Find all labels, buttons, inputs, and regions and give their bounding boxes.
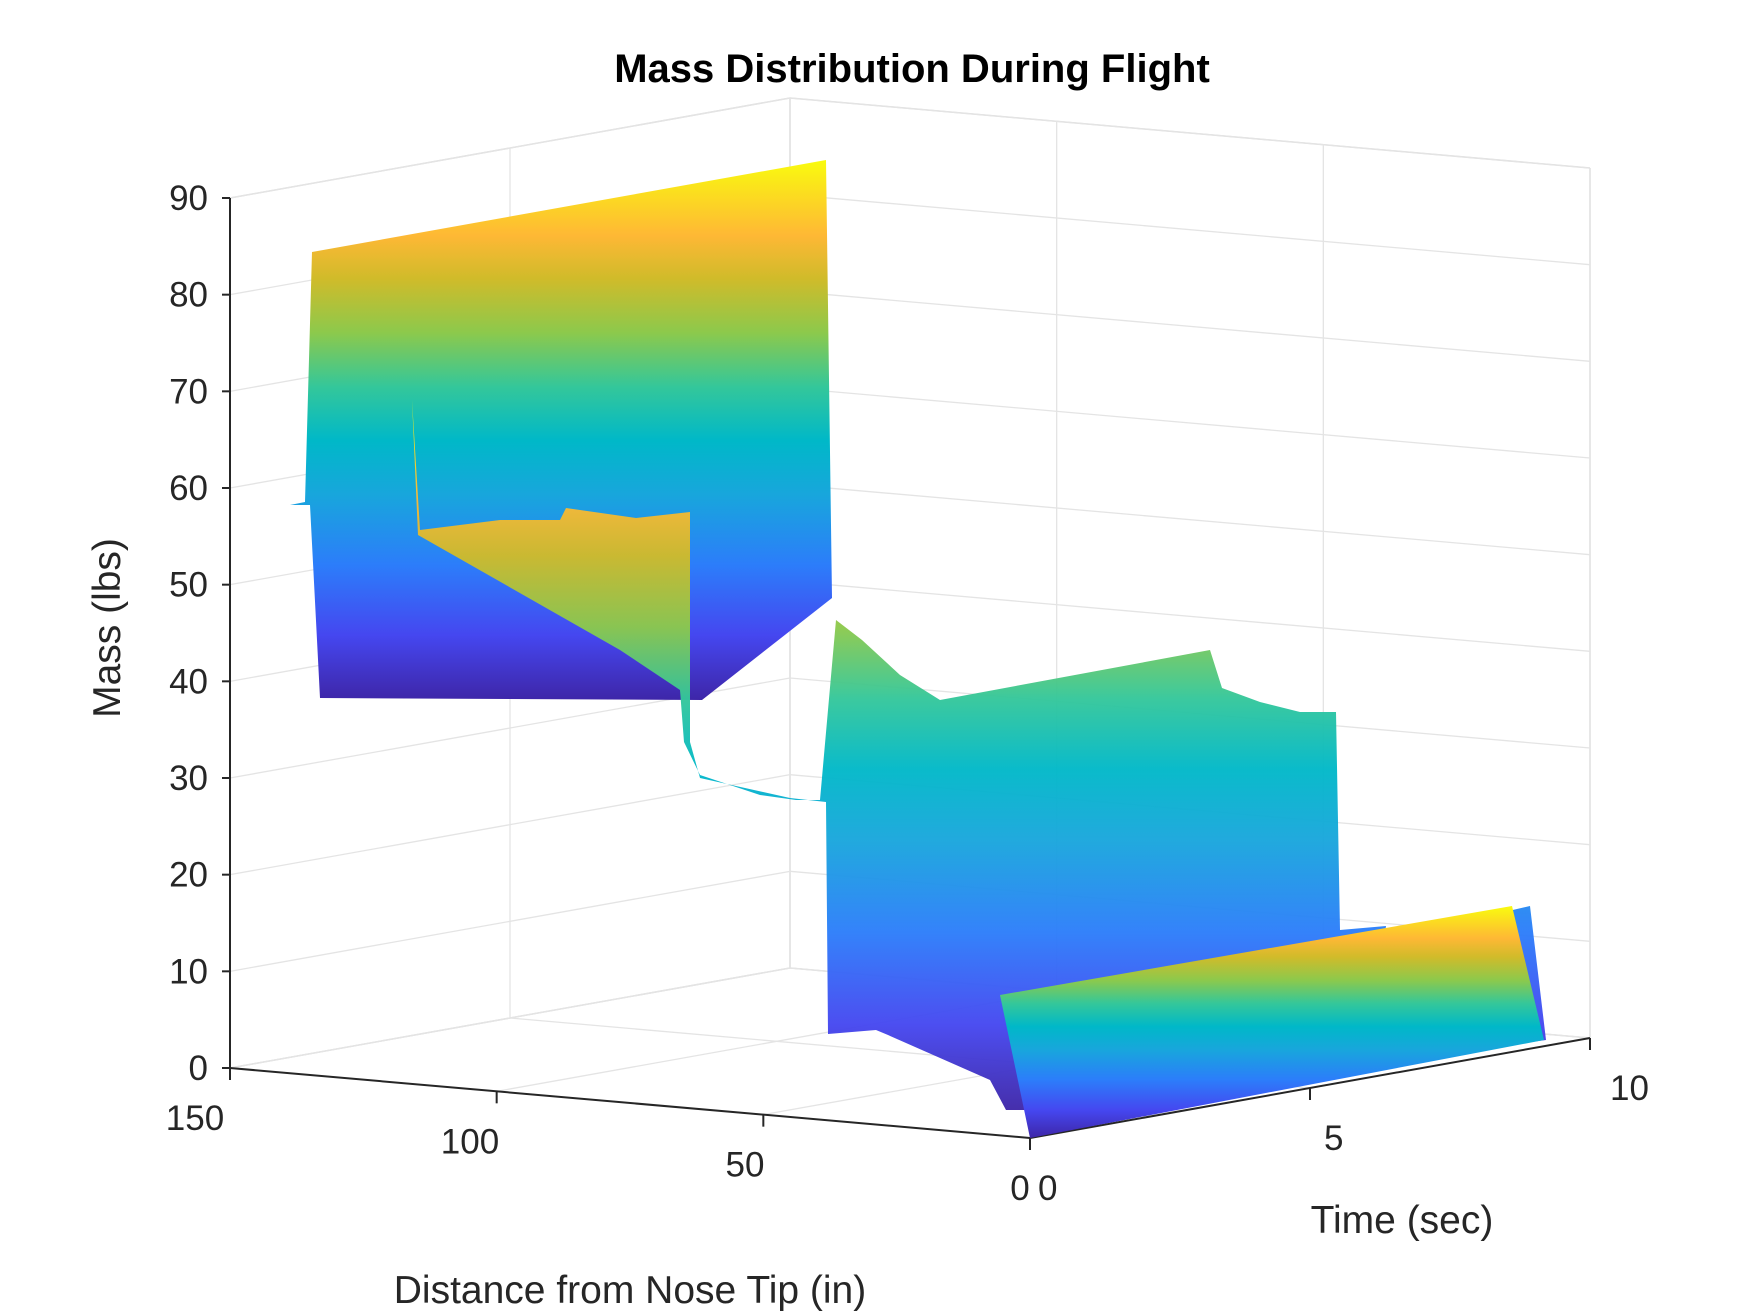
x-tick-label: 0 — [1010, 1169, 1029, 1208]
z-tick-label: 0 — [189, 1049, 208, 1088]
x-axis-label: Distance from Nose Tip (in) — [394, 1269, 866, 1312]
z-tick-label: 20 — [169, 856, 208, 895]
z-tick-label: 70 — [169, 372, 208, 411]
z-tick-label: 80 — [169, 276, 208, 315]
surface-section-fore — [1000, 906, 1544, 1138]
x-axis-ticks: 150 100 50 0 — [166, 1068, 1031, 1208]
z-grid-line — [789, 97, 1591, 169]
z-axis-ticks: 0 10 20 30 40 50 60 70 80 90 — [169, 179, 230, 1088]
x-tick-label: 50 — [726, 1146, 765, 1185]
z-tick-label: 60 — [169, 469, 208, 508]
x-tick-label: 100 — [441, 1122, 499, 1161]
z-grid-line — [789, 484, 1591, 556]
z-tick-label: 50 — [169, 566, 208, 605]
surface-section-aft — [290, 160, 832, 700]
z-grid-line — [789, 580, 1591, 652]
z-tick-label: 90 — [169, 179, 208, 218]
mass-surface — [290, 160, 1546, 1138]
z-tick-label: 30 — [169, 759, 208, 798]
y-axis-ticks: 0 5 10 — [1029, 1038, 1649, 1208]
surface-section-mid — [412, 400, 1546, 1110]
z-tick-label: 40 — [169, 662, 208, 701]
z-axis-label: Mass (lbs) — [86, 538, 129, 718]
z-grid-line — [789, 290, 1591, 362]
z-tick-label: 10 — [169, 952, 208, 991]
chart-title: Mass Distribution During Flight — [614, 47, 1210, 91]
y-tick-label: 0 — [1038, 1169, 1057, 1208]
z-grid-line — [789, 194, 1591, 266]
y-tick-label: 5 — [1324, 1119, 1343, 1158]
y-axis-label: Time (sec) — [1311, 1199, 1494, 1242]
z-grid-line — [789, 387, 1591, 459]
y-tick-label: 10 — [1610, 1069, 1649, 1108]
x-tick-label: 150 — [166, 1099, 224, 1138]
